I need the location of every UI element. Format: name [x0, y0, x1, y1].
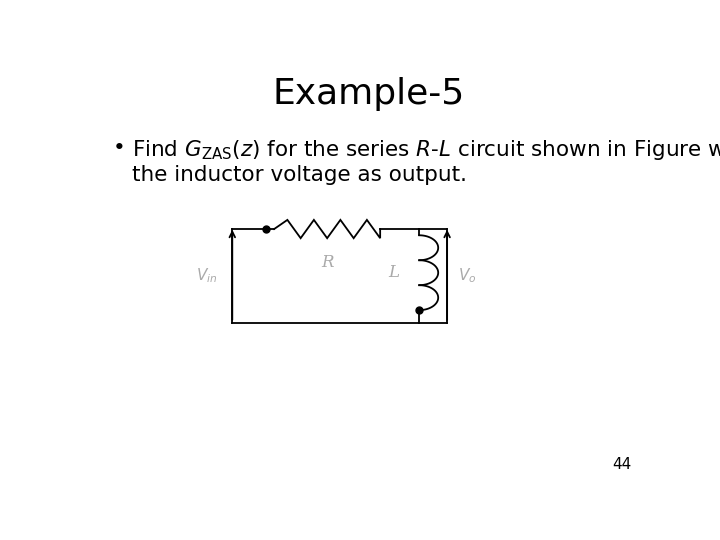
Text: L: L — [389, 264, 400, 281]
Text: $V_{in}$: $V_{in}$ — [196, 267, 217, 285]
Text: $V_o$: $V_o$ — [459, 267, 477, 285]
Text: 44: 44 — [612, 457, 631, 472]
Text: R: R — [321, 254, 333, 271]
Text: the inductor voltage as output.: the inductor voltage as output. — [132, 165, 467, 185]
Text: •: • — [112, 138, 125, 158]
Text: Find $G_{\mathregular{ZAS}}(z)$ for the series $R\text{-}L$ circuit shown in Fig: Find $G_{\mathregular{ZAS}}(z)$ for the … — [132, 138, 720, 161]
Text: Example-5: Example-5 — [273, 77, 465, 111]
